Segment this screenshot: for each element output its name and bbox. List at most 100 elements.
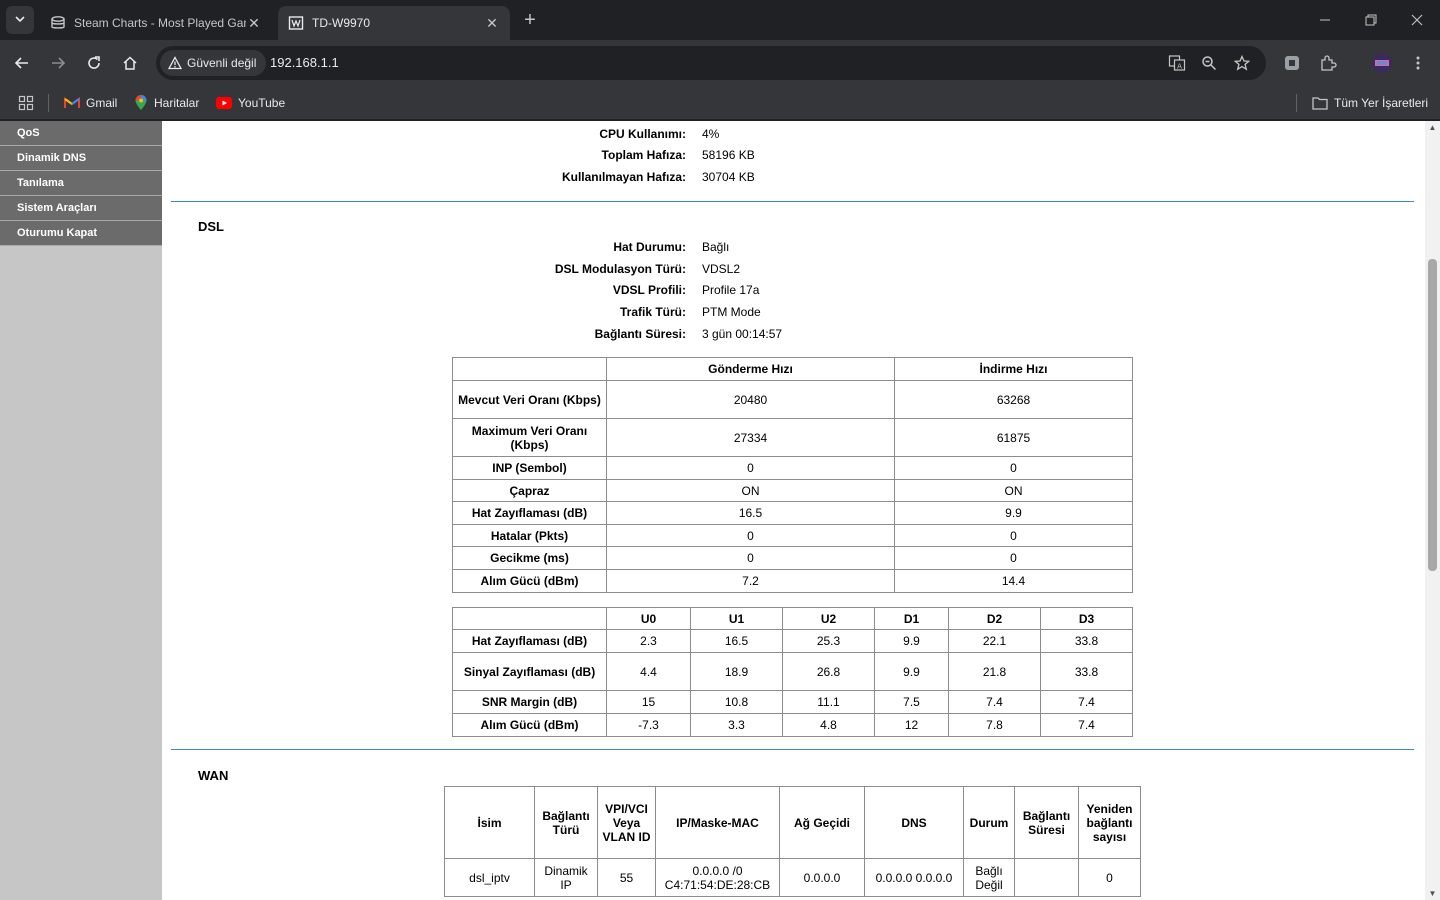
bookmark-star-icon[interactable]: [1231, 52, 1253, 74]
table-header-cell: İsim: [444, 786, 535, 859]
table-cell: 4.8: [782, 713, 875, 737]
close-tab-icon[interactable]: ✕: [248, 15, 260, 31]
scrollbar-thumb[interactable]: [1428, 259, 1437, 571]
url-text[interactable]: 192.168.1.1: [270, 55, 339, 70]
table-header-cell: D3: [1040, 607, 1133, 630]
field-label: Trafik Türü:: [619, 305, 686, 319]
table-header-row: Gönderme Hızı İndirme Hızı: [452, 357, 1133, 381]
bookmark-gmail[interactable]: Gmail: [64, 93, 117, 113]
home-icon[interactable]: [116, 49, 144, 77]
table-cell: 61875: [894, 418, 1133, 457]
security-chip[interactable]: Güvenli değil: [160, 50, 267, 76]
new-tab-button[interactable]: +: [524, 9, 536, 31]
tab-search-button[interactable]: [6, 6, 34, 34]
row-header: Mevcut Veri Oranı (Kbps): [452, 380, 607, 419]
table-cell: Bağlı Değil: [963, 858, 1015, 897]
close-tab-icon[interactable]: ✕: [486, 15, 498, 31]
table-header-cell: İndirme Hızı: [894, 357, 1133, 381]
field-value: 58196 KB: [702, 148, 755, 162]
status-content: CPU Kullanımı: 4% Toplam Hafıza: 58196 K…: [162, 121, 1425, 900]
table-cell: 4.4: [606, 652, 691, 691]
sidebar-item-qos[interactable]: QoS: [0, 121, 162, 146]
table-cell: 33.8: [1040, 652, 1133, 691]
table-row: INP (Sembol) 0 0: [452, 456, 1133, 480]
sidebar-item-sistem-araclari[interactable]: Sistem Araçları: [0, 196, 162, 221]
extensions-icon[interactable]: [1314, 49, 1342, 77]
system-row-total-memory: Toplam Hafıza: 58196 KB: [162, 148, 1162, 168]
table-row: Çapraz ON ON: [452, 479, 1133, 502]
table-header-cell: Bağlantı Türü: [534, 786, 598, 859]
minimize-window-icon[interactable]: [1302, 0, 1348, 40]
bookmarks-bar: Gmail Haritalar YouTube Tüm Yer İşaretle…: [0, 86, 1440, 120]
browser-toolbar: Güvenli değil 192.168.1.1 A: [0, 40, 1440, 86]
more-menu-icon[interactable]: [1404, 49, 1432, 77]
table-header-cell: U1: [690, 607, 783, 630]
folder-icon: [1312, 96, 1328, 110]
table-cell: 0: [606, 524, 895, 547]
field-label: CPU Kullanımı:: [599, 127, 686, 141]
restore-window-icon[interactable]: [1348, 0, 1394, 40]
apps-grid-icon[interactable]: [18, 93, 34, 113]
table-row: Alım Gücü (dBm) -7.3 3.3 4.8 12 7.8 7.4: [452, 713, 1133, 737]
bookmark-label: YouTube: [238, 96, 286, 110]
sidebar-item-tanilama[interactable]: Tanılama: [0, 171, 162, 196]
table-cell: 0: [606, 456, 895, 480]
table-cell: 9.9: [874, 629, 949, 653]
table-row: Hat Zayıflaması (dB) 16.5 9.9: [452, 501, 1133, 525]
bookmark-label: Gmail: [86, 96, 118, 110]
zoom-icon[interactable]: [1198, 52, 1220, 74]
table-header-cell: Yeniden bağlantı sayısı: [1078, 786, 1141, 859]
svg-text:A: A: [1177, 63, 1182, 71]
tab-td-w9970[interactable]: TD-W9970 ✕: [278, 6, 510, 40]
sidebar-item-oturumu-kapat[interactable]: Oturumu Kapat: [0, 221, 162, 246]
dsl-row-modulation: DSL Modulasyon Türü: VDSL2: [162, 262, 1162, 282]
wan-section-title: WAN: [198, 768, 229, 783]
table-cell: 2.3: [606, 629, 691, 653]
reload-icon[interactable]: [80, 49, 108, 77]
vertical-scrollbar[interactable]: ▲ ▼: [1425, 121, 1440, 900]
scroll-down-arrow-icon[interactable]: ▼: [1428, 889, 1437, 898]
field-value: Profile 17a: [702, 283, 760, 297]
chevron-down-icon: [14, 13, 26, 28]
table-cell: 22.1: [948, 629, 1041, 653]
dsl-band-table: U0 U1 U2 D1 D2 D3 Hat Zayıflaması (dB) 2…: [452, 607, 1133, 737]
back-arrow-icon[interactable]: [8, 49, 36, 77]
table-cell: 21.8: [948, 652, 1041, 691]
row-header: Gecikme (ms): [452, 546, 607, 570]
table-cell: 7.5: [874, 690, 949, 714]
bookmark-haritalar[interactable]: Haritalar: [134, 93, 199, 113]
bookmark-label: Haritalar: [154, 96, 200, 110]
table-cell: 7.4: [1040, 690, 1133, 714]
bookmark-youtube[interactable]: YouTube: [216, 93, 285, 113]
table-row: SNR Margin (dB) 15 10.8 11.1 7.5 7.4 7.4: [452, 690, 1133, 714]
page-viewport: QoS Dinamik DNS Tanılama Sistem Araçları…: [0, 121, 1440, 900]
translate-icon[interactable]: A: [1166, 52, 1188, 74]
row-header: INP (Sembol): [452, 456, 607, 480]
table-row: Gecikme (ms) 0 0: [452, 546, 1133, 570]
table-cell: 16.5: [690, 629, 783, 653]
sidebar-item-dinamik-dns[interactable]: Dinamik DNS: [0, 146, 162, 171]
extension-puzzle-app-icon[interactable]: [1278, 49, 1306, 77]
wan-table: İsim Bağlantı Türü VPI/VCI Veya VLAN ID …: [444, 786, 1141, 897]
gmail-icon: [64, 97, 80, 109]
table-cell: -7.3: [606, 713, 691, 737]
dsl-row-vdsl-profile: VDSL Profili: Profile 17a: [162, 283, 1162, 303]
table-cell: 7.8: [948, 713, 1041, 737]
table-cell: 0: [606, 546, 895, 570]
close-window-icon[interactable]: [1394, 0, 1440, 40]
security-chip-label: Güvenli değil: [187, 56, 257, 70]
address-bar[interactable]: Güvenli değil 192.168.1.1 A: [156, 46, 1266, 80]
profile-avatar[interactable]: [1368, 49, 1396, 77]
bookmarks-divider: [48, 94, 49, 112]
table-cell: 0.0.0.0: [779, 858, 865, 897]
all-bookmarks-folder[interactable]: Tüm Yer İşaretleri: [1312, 93, 1428, 113]
scroll-up-arrow-icon[interactable]: ▲: [1428, 123, 1437, 132]
tab-steam-charts[interactable]: Steam Charts - Most Played Games ✕: [40, 6, 272, 40]
table-row: Mevcut Veri Oranı (Kbps) 20480 63268: [452, 380, 1133, 419]
bookmarks-divider: [1296, 94, 1297, 112]
section-divider: [171, 749, 1414, 750]
table-row: Hatalar (Pkts) 0 0: [452, 524, 1133, 547]
table-cell: 33.8: [1040, 629, 1133, 653]
table-header-cell: Bağlantı Süresi: [1014, 786, 1079, 859]
forward-arrow-icon[interactable]: [44, 49, 72, 77]
